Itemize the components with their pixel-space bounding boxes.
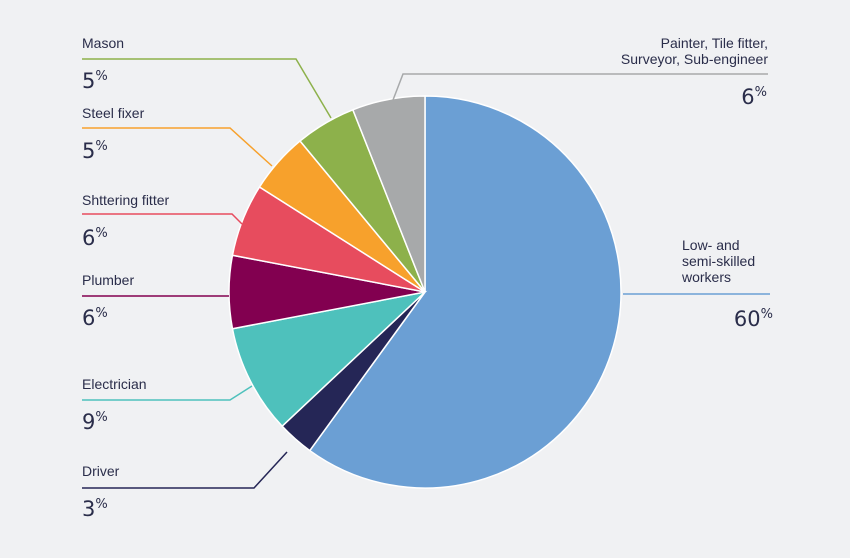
leader-line-shttering-fitter <box>82 213 243 225</box>
pie-slice-painter-tile-fitter-surveyor-sub-engineer <box>351 95 426 293</box>
slice-value-low-and-semi-skilled-workers: 60% <box>734 307 773 331</box>
slice-label-low-and-semi-skilled-workers: Low- and <box>682 237 740 253</box>
leader-line-electrician <box>82 385 253 401</box>
pie-slice-low-and-semi-skilled-workers <box>308 95 622 489</box>
slice-value-steel-fixer: 5% <box>82 139 108 163</box>
slice-value-plumber: 6% <box>82 306 108 330</box>
slice-value-mason: 5% <box>82 69 108 93</box>
slice-value-painter-tile-fitter-surveyor-sub-engineer: 6% <box>741 85 767 109</box>
slice-value-electrician: 9% <box>82 410 108 434</box>
slice-value-shttering-fitter: 6% <box>82 226 108 250</box>
leader-line-mason <box>82 58 332 119</box>
slice-label-mason: Mason <box>82 35 124 51</box>
slice-label-painter-tile-fitter-surveyor-sub-engineer: Painter, Tile fitter, <box>661 35 768 51</box>
slice-label-electrician: Electrician <box>82 376 147 392</box>
slice-label-low-and-semi-skilled-workers: semi-skilled <box>682 253 755 269</box>
pie-slice-electrician <box>231 290 428 428</box>
slice-label-steel-fixer: Steel fixer <box>82 105 145 121</box>
slice-label-low-and-semi-skilled-workers: workers <box>681 269 731 285</box>
slice-label-shttering-fitter: Shttering fitter <box>82 192 169 208</box>
slice-value-driver: 3% <box>82 497 108 521</box>
leader-line-painter-tile-fitter-surveyor-sub-engineer <box>392 73 768 101</box>
leader-line-driver <box>82 451 288 489</box>
slice-label-painter-tile-fitter-surveyor-sub-engineer: Surveyor, Sub-engineer <box>621 51 768 67</box>
slice-label-plumber: Plumber <box>82 272 134 288</box>
leader-line-steel-fixer <box>82 127 273 167</box>
slice-label-driver: Driver <box>82 463 120 479</box>
